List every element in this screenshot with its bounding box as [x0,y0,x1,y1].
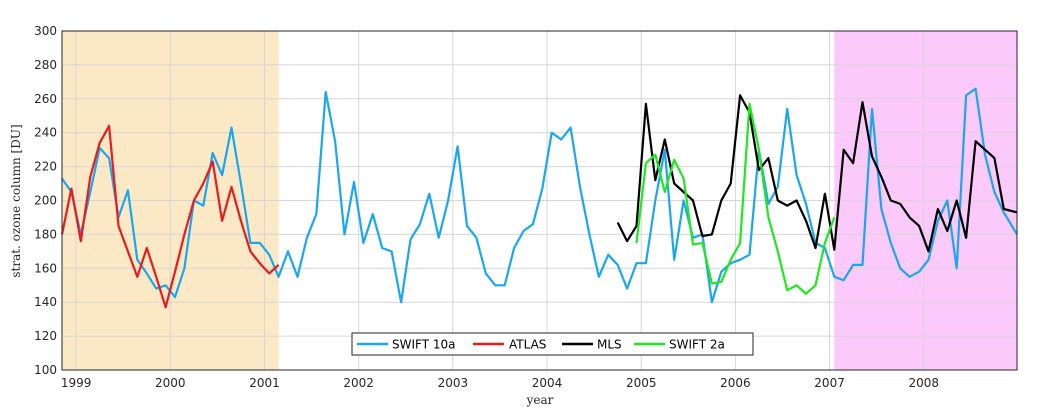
series-line-swift-10a [61,87,1018,304]
x-tick-label-2004: 2004 [532,376,563,390]
x-tick-label-1999: 1999 [61,376,92,390]
y-tick-label-120: 120 [34,329,57,343]
x-tick-label-2006: 2006 [720,376,751,390]
y-tick-label-100: 100 [34,363,57,377]
series-line-mls [616,94,1018,253]
series-lines [60,87,1018,309]
legend-box [351,332,754,356]
y-tick-label-180: 180 [34,227,57,241]
x-tick-label-2001: 2001 [249,376,280,390]
plot-frame [61,30,1018,371]
y-tick-label-260: 260 [34,92,57,106]
legend: SWIFT 10a ATLAS MLS SWIFT 2a [351,332,754,356]
y-tick-label-240: 240 [34,126,57,140]
y-tick-label-220: 220 [34,160,57,174]
legend-label-atlas: ATLAS [509,338,546,352]
x-tick-labels: 1999 2000 2001 2002 2003 2004 2005 2006 2007 2008 [61,376,939,390]
y-tick-label-280: 280 [34,58,57,72]
y-tick-label-300: 300 [34,24,57,38]
legend-label-swift-10a: SWIFT 10a [392,338,455,352]
x-tick-label-2002: 2002 [343,376,374,390]
y-axis-title: strat. ozone column [DU] [9,124,23,277]
y-tick-label-200: 200 [34,194,57,208]
series-line-atlas [60,124,280,309]
y-tick-labels: 100 120 140 160 180 200 220 240 260 280 300 [34,24,57,377]
x-tick-label-2005: 2005 [626,376,657,390]
x-tick-label-2007: 2007 [814,376,845,390]
y-tick-label-160: 160 [34,261,57,275]
series-line-swift-2a [635,102,836,295]
legend-label-mls: MLS [597,338,622,352]
x-tick-label-2003: 2003 [438,376,469,390]
y-tick-label-140: 140 [34,295,57,309]
x-axis-title: year [526,393,554,407]
legend-label-swift-2a: SWIFT 2a [669,338,725,352]
x-tick-label-2000: 2000 [155,376,186,390]
x-tick-label-2008: 2008 [908,376,939,390]
